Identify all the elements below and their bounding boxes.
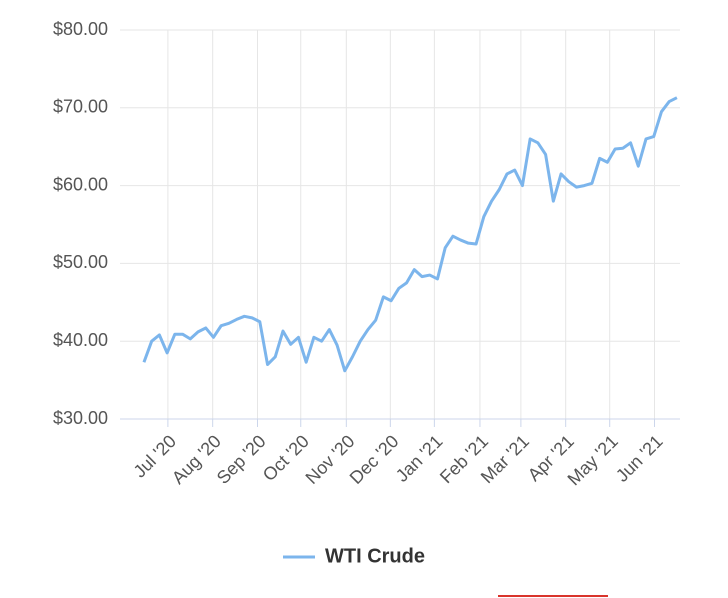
x-tick-label: Jun '21 [612, 431, 667, 486]
y-tick-label: $80.00 [53, 19, 108, 39]
y-tick-label: $30.00 [53, 408, 108, 428]
y-tick-label: $40.00 [53, 330, 108, 350]
x-tick-label: Jan '21 [392, 431, 447, 486]
x-tick-label: Dec '20 [346, 431, 403, 488]
legend-label: WTI Crude [325, 545, 425, 567]
y-tick-label: $50.00 [53, 252, 108, 272]
y-tick-label: $70.00 [53, 97, 108, 117]
y-tick-label: $60.00 [53, 174, 108, 194]
x-tick-label: Aug '20 [168, 431, 225, 488]
data-line [142, 96, 678, 373]
x-tick-label: Sep '20 [213, 431, 270, 488]
